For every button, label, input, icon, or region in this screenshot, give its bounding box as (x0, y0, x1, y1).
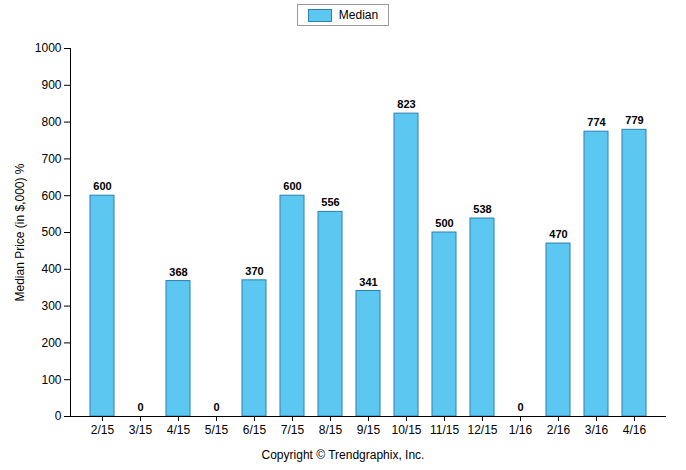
svg-text:0: 0 (55, 409, 62, 423)
html-text:Copyright © Trendgraphix, Inc.: Copyright © Trendgraphix, Inc. (261, 448, 425, 462)
svg-text:12/15: 12/15 (467, 423, 497, 437)
svg-text:8/15: 8/15 (319, 423, 343, 437)
svg-text:774: 774 (587, 116, 606, 128)
svg-text:800: 800 (41, 115, 61, 129)
svg-text:1/16: 1/16 (509, 423, 533, 437)
svg-text:4/15: 4/15 (167, 423, 191, 437)
svg-text:2/15: 2/15 (91, 423, 115, 437)
svg-text:600: 600 (93, 180, 111, 192)
svg-text:400: 400 (41, 262, 61, 276)
svg-text:300: 300 (41, 299, 61, 313)
svg-text:3/15: 3/15 (129, 423, 153, 437)
svg-text:9/15: 9/15 (357, 423, 381, 437)
svg-text:200: 200 (41, 336, 61, 350)
svg-text:538: 538 (473, 203, 491, 215)
html-text:Median: Median (338, 8, 379, 22)
svg-text:4/16: 4/16 (623, 423, 647, 437)
svg-text:6/15: 6/15 (243, 423, 267, 437)
svg-text:100: 100 (41, 373, 61, 387)
svg-text:10/15: 10/15 (391, 423, 421, 437)
svg-text:900: 900 (41, 78, 61, 92)
svg-text:341: 341 (359, 276, 377, 288)
svg-text:0: 0 (137, 401, 143, 413)
svg-text:600: 600 (41, 189, 61, 203)
svg-text:11/15: 11/15 (430, 423, 459, 437)
svg-text:7/15: 7/15 (281, 423, 305, 437)
svg-text:2/16: 2/16 (547, 423, 571, 437)
svg-text:556: 556 (321, 196, 339, 208)
svg-text:700: 700 (41, 152, 61, 166)
svg-text:0: 0 (213, 401, 219, 413)
svg-text:470: 470 (549, 228, 567, 240)
svg-text:823: 823 (397, 98, 415, 110)
svg-text:600: 600 (283, 180, 301, 192)
svg-text:Median Price (in $,000) %: Median Price (in $,000) % (13, 163, 27, 301)
svg-text:1000: 1000 (35, 41, 62, 55)
svg-text:500: 500 (435, 217, 453, 229)
svg-text:779: 779 (625, 114, 643, 126)
svg-text:0: 0 (517, 401, 523, 413)
svg-text:5/15: 5/15 (205, 423, 229, 437)
svg-text:368: 368 (169, 266, 187, 278)
svg-text:370: 370 (245, 265, 263, 277)
svg-text:500: 500 (41, 225, 61, 239)
svg-text:3/16: 3/16 (585, 423, 609, 437)
